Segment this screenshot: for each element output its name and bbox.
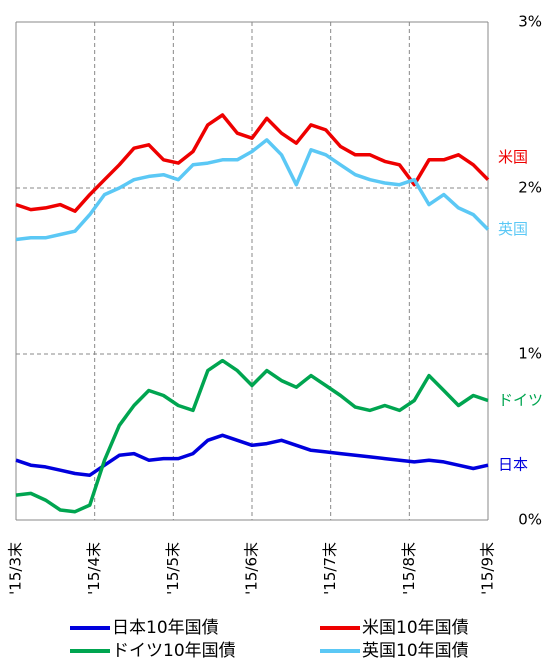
x-tick-label: '15/4末 bbox=[85, 542, 103, 595]
y-tick-label: 0% bbox=[518, 511, 542, 529]
x-tick-label: '15/7末 bbox=[321, 542, 339, 595]
x-tick-label: '15/5末 bbox=[164, 542, 182, 595]
x-tick-label: '15/8末 bbox=[400, 542, 418, 595]
series-line bbox=[15, 113, 490, 213]
y-tick-label: 1% bbox=[518, 345, 542, 363]
end-label: ドイツ bbox=[498, 391, 543, 409]
end-label: 米国 bbox=[498, 148, 528, 166]
legend-label: ドイツ10年国債 bbox=[112, 641, 236, 661]
end-label: 日本 bbox=[498, 456, 528, 474]
end-label: 英国 bbox=[498, 220, 528, 238]
y-tick-label: 3% bbox=[518, 13, 542, 31]
legend-label: 米国10年国債 bbox=[362, 618, 469, 638]
series-line bbox=[15, 433, 489, 477]
y-tick-label: 2% bbox=[518, 179, 542, 197]
legend-label: 日本10年国債 bbox=[112, 618, 219, 638]
x-tick-label: '15/3末 bbox=[7, 542, 25, 595]
x-tick-label: '15/6末 bbox=[243, 542, 261, 595]
series-line bbox=[15, 358, 489, 514]
series-line bbox=[15, 138, 490, 242]
legend-label: 英国10年国債 bbox=[362, 641, 469, 661]
x-tick-label: '15/9末 bbox=[479, 542, 497, 595]
